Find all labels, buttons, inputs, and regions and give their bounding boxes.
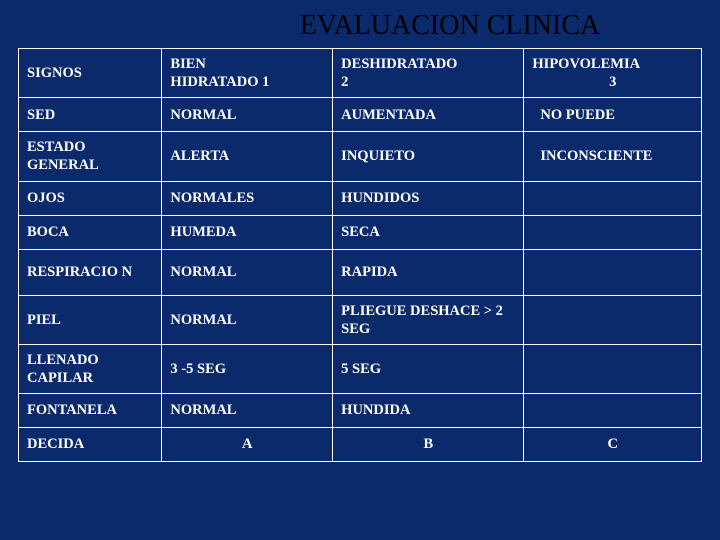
cell-c1: NORMALES bbox=[162, 181, 333, 215]
header-col3-line2: 3 bbox=[532, 73, 693, 91]
table-row-decida: DECIDA A B C bbox=[19, 428, 702, 462]
cell-c1: HUMEDA bbox=[162, 215, 333, 249]
cell-c3: C bbox=[524, 428, 702, 462]
header-col2-line1: DESHIDRATADO bbox=[341, 55, 515, 73]
cell-c2: INQUIETO bbox=[333, 132, 524, 181]
cell-c2: RAPIDA bbox=[333, 249, 524, 295]
cell-c1: NORMAL bbox=[162, 295, 333, 344]
cell-signo: PIEL bbox=[19, 295, 162, 344]
header-col3-line1: HIPOVOLEMIA bbox=[532, 55, 693, 73]
cell-signo: FONTANELA bbox=[19, 394, 162, 428]
table-row: LLENADO CAPILAR 3 -5 SEG 5 SEG bbox=[19, 344, 702, 393]
cell-c1: NORMAL bbox=[162, 249, 333, 295]
cell-c3 bbox=[524, 295, 702, 344]
header-col2-line2: 2 bbox=[341, 73, 515, 91]
page-title: EVALUACION CLINICA bbox=[0, 0, 720, 48]
cell-c2: HUNDIDA bbox=[333, 394, 524, 428]
header-col1-line1: BIEN bbox=[170, 55, 324, 73]
table-row: ESTADO GENERAL ALERTA INQUIETO INCONSCIE… bbox=[19, 132, 702, 181]
clinical-table: SIGNOS BIEN HIDRATADO 1 DESHIDRATADO 2 H… bbox=[18, 48, 702, 462]
header-col3: HIPOVOLEMIA 3 bbox=[524, 49, 702, 98]
table-row: RESPIRACIO N NORMAL RAPIDA bbox=[19, 249, 702, 295]
cell-signo: DECIDA bbox=[19, 428, 162, 462]
cell-c2: 5 SEG bbox=[333, 344, 524, 393]
cell-c3 bbox=[524, 394, 702, 428]
table-row: FONTANELA NORMAL HUNDIDA bbox=[19, 394, 702, 428]
cell-c3 bbox=[524, 181, 702, 215]
cell-c1: NORMAL bbox=[162, 394, 333, 428]
cell-c2: SECA bbox=[333, 215, 524, 249]
cell-c3: INCONSCIENTE bbox=[524, 132, 702, 181]
table-row: SED NORMAL AUMENTADA NO PUEDE bbox=[19, 98, 702, 132]
table-row: BOCA HUMEDA SECA bbox=[19, 215, 702, 249]
header-signos: SIGNOS bbox=[19, 49, 162, 98]
cell-signo: SED bbox=[19, 98, 162, 132]
cell-c3 bbox=[524, 249, 702, 295]
table-row: PIEL NORMAL PLIEGUE DESHACE > 2 SEG bbox=[19, 295, 702, 344]
cell-c2: HUNDIDOS bbox=[333, 181, 524, 215]
cell-c1: A bbox=[162, 428, 333, 462]
header-col1-line2: HIDRATADO 1 bbox=[170, 73, 324, 91]
cell-c1: NORMAL bbox=[162, 98, 333, 132]
header-col2: DESHIDRATADO 2 bbox=[333, 49, 524, 98]
cell-signo: ESTADO GENERAL bbox=[19, 132, 162, 181]
cell-signo: BOCA bbox=[19, 215, 162, 249]
cell-signo: RESPIRACIO N bbox=[19, 249, 162, 295]
cell-c1: ALERTA bbox=[162, 132, 333, 181]
table-row: OJOS NORMALES HUNDIDOS bbox=[19, 181, 702, 215]
cell-c3 bbox=[524, 215, 702, 249]
cell-c2: B bbox=[333, 428, 524, 462]
cell-c2: PLIEGUE DESHACE > 2 SEG bbox=[333, 295, 524, 344]
cell-signo: LLENADO CAPILAR bbox=[19, 344, 162, 393]
header-row: SIGNOS BIEN HIDRATADO 1 DESHIDRATADO 2 H… bbox=[19, 49, 702, 98]
cell-c2: AUMENTADA bbox=[333, 98, 524, 132]
header-col1: BIEN HIDRATADO 1 bbox=[162, 49, 333, 98]
cell-c3: NO PUEDE bbox=[524, 98, 702, 132]
table-container: SIGNOS BIEN HIDRATADO 1 DESHIDRATADO 2 H… bbox=[0, 48, 720, 472]
cell-signo: OJOS bbox=[19, 181, 162, 215]
cell-c3 bbox=[524, 344, 702, 393]
cell-c1: 3 -5 SEG bbox=[162, 344, 333, 393]
